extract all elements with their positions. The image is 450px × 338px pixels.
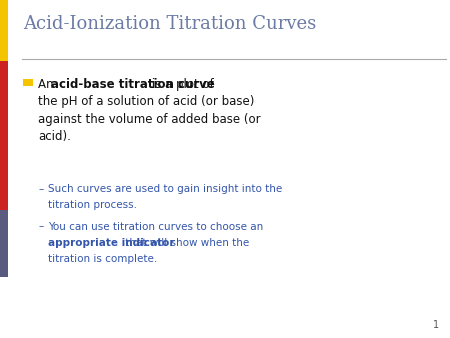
Text: the pH of a solution of acid (or base): the pH of a solution of acid (or base) xyxy=(38,95,255,108)
Text: acid).: acid). xyxy=(38,130,71,143)
Text: –: – xyxy=(38,221,44,232)
Text: titration process.: titration process. xyxy=(48,200,137,211)
Text: against the volume of added base (or: against the volume of added base (or xyxy=(38,113,261,126)
Text: titration is complete.: titration is complete. xyxy=(48,254,158,264)
Text: Acid-Ionization Titration Curves: Acid-Ionization Titration Curves xyxy=(23,15,317,33)
Text: 1: 1 xyxy=(432,319,439,330)
Text: Such curves are used to gain insight into the: Such curves are used to gain insight int… xyxy=(48,184,283,194)
Bar xyxy=(0,0,8,61)
Bar xyxy=(0,210,8,277)
Text: –: – xyxy=(38,184,44,194)
Text: that will show when the: that will show when the xyxy=(122,238,250,248)
Text: is a plot of: is a plot of xyxy=(148,78,213,91)
Text: You can use titration curves to choose an: You can use titration curves to choose a… xyxy=(48,221,263,232)
Bar xyxy=(0,61,8,210)
Bar xyxy=(23,79,33,86)
Text: An: An xyxy=(38,78,58,91)
Text: acid-base titration curve: acid-base titration curve xyxy=(51,78,215,91)
Text: appropriate indicator: appropriate indicator xyxy=(48,238,175,248)
